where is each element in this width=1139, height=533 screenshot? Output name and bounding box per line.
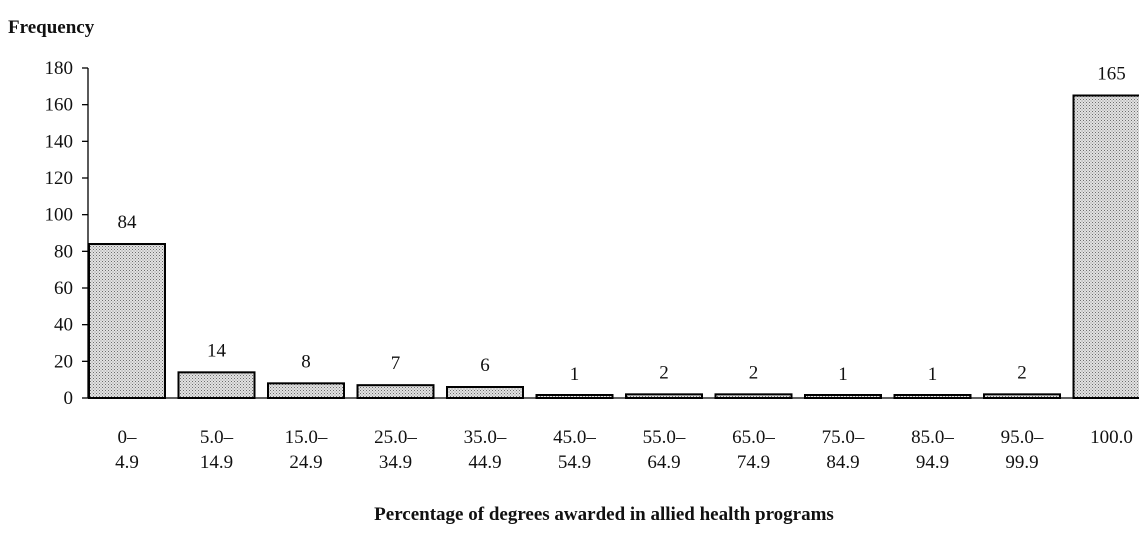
x-tick-label: 14.9 [200, 452, 233, 473]
bar [1074, 96, 1139, 399]
y-tick-label: 80 [54, 241, 73, 262]
data-label: 2 [659, 362, 669, 383]
x-tick-label: 4.9 [115, 452, 139, 473]
x-tick-label: 5.0– [200, 427, 234, 448]
x-tick-label: 75.0– [822, 427, 865, 448]
x-tick-label: 100.0 [1090, 427, 1133, 448]
y-tick-label: 40 [54, 315, 73, 336]
x-tick-label: 55.0– [643, 427, 686, 448]
y-tick-label: 20 [54, 351, 73, 372]
x-tick-label: 74.9 [737, 452, 770, 473]
x-tick-label: 95.0– [1001, 427, 1044, 448]
data-label: 1 [928, 364, 938, 385]
x-tick-label: 35.0– [464, 427, 507, 448]
bar [89, 244, 165, 398]
bar [268, 383, 344, 398]
y-tick-label: 140 [45, 131, 74, 152]
bars: 84 14 8 7 6 1 2 2 1 1 2 165 [89, 64, 1139, 399]
x-tick-label: 34.9 [379, 452, 412, 473]
x-tick-label: 99.9 [1005, 452, 1038, 473]
y-tick-label: 60 [54, 278, 73, 299]
data-label: 7 [391, 353, 401, 374]
data-label: 14 [207, 340, 227, 361]
x-tick-label: 65.0– [732, 427, 775, 448]
bar [447, 387, 523, 398]
data-label: 1 [570, 364, 580, 385]
x-tick-label: 45.0– [553, 427, 596, 448]
data-label: 8 [301, 351, 311, 372]
x-tick-label: 64.9 [647, 452, 680, 473]
x-tick-label: 85.0– [911, 427, 954, 448]
bar [179, 372, 255, 398]
x-axis: 0– 4.9 5.0– 14.9 15.0– 24.9 25.0– 34.9 35.0– 44.9… [88, 398, 1139, 473]
data-label: 1 [838, 364, 848, 385]
y-tick-label: 120 [45, 168, 74, 189]
x-axis-label: Percentage of degrees awarded in allied … [374, 504, 834, 525]
y-tick-label: 160 [45, 95, 74, 116]
y-axis: 0 20 40 60 80 100 120 140 160 180 [45, 58, 89, 409]
data-label: 165 [1097, 64, 1126, 85]
data-label: 6 [480, 355, 490, 376]
x-tick-label: 54.9 [558, 452, 591, 473]
data-label: 84 [118, 212, 138, 233]
x-tick-label: 24.9 [289, 452, 322, 473]
y-tick-label: 100 [45, 205, 74, 226]
x-tick-label: 0– [118, 427, 138, 448]
data-label: 2 [1017, 362, 1027, 383]
y-tick-label: 0 [64, 388, 74, 409]
bar [358, 385, 434, 398]
x-tick-label: 94.9 [916, 452, 949, 473]
y-tick-label: 180 [45, 58, 74, 79]
y-axis-label: Frequency [8, 17, 95, 38]
data-label: 2 [749, 362, 759, 383]
x-tick-label: 25.0– [374, 427, 417, 448]
x-tick-label: 15.0– [285, 427, 328, 448]
x-tick-label: 84.9 [826, 452, 859, 473]
x-tick-label: 44.9 [468, 452, 501, 473]
